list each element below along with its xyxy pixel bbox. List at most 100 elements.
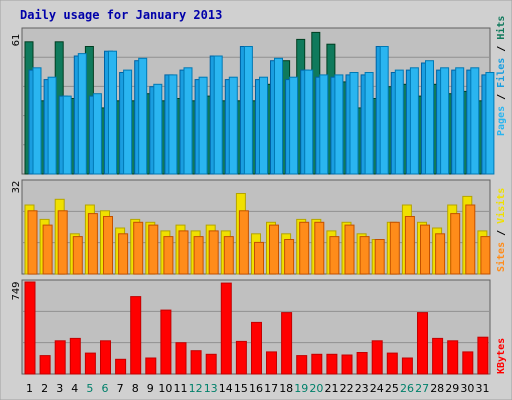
day-label: 29 [445,382,459,395]
kbytes-bar [417,312,428,375]
panel-3-ymax-label: 749 [11,281,22,300]
pages-bar [198,76,208,175]
panel-2-bars [24,193,491,275]
sites-bar [223,236,234,275]
pages-bar [304,69,314,175]
pages-bar [32,67,42,175]
sites-bar [404,216,415,275]
sites-bar [329,236,340,275]
day-label: 25 [385,382,399,395]
kbytes-bar [24,281,36,375]
kbytes-bar [100,340,111,375]
sites-bar [42,224,53,275]
pages-bar [62,95,72,175]
sites-bar [344,224,355,275]
pages-bar [349,72,359,175]
kbytes-bar [311,353,323,375]
kbytes-bar [281,312,293,375]
sites-bar [299,221,310,275]
sites-bar [480,236,491,275]
day-label: 27 [415,382,429,395]
x-axis-day-labels: 1 2 3 4 5 6 7 8 9 10 11 12 13 14 15 16 17 18 19 20 21 22 23 24 2… [26,382,490,395]
day-label: 23 [355,382,369,395]
day-label: 21 [325,382,339,395]
day-label: 12 [189,382,203,395]
kbytes-bar [54,340,66,375]
pages-bar [394,69,404,175]
kbytes-bar [69,337,81,375]
sites-bar [133,221,144,275]
sites-bar [208,230,219,275]
pages-bar [77,53,87,175]
sites-bar [87,213,98,275]
kbytes-bar [130,296,142,375]
sites-bar [148,224,159,275]
kbytes-bar [235,340,247,375]
sites-bar [314,221,325,275]
kbytes-bar [356,352,368,375]
day-label: 3 [56,382,63,395]
kbytes-bar [251,321,262,375]
pages-bar [259,76,268,175]
day-label: 1 [26,382,33,395]
legend-separator: / [496,224,507,242]
sites-bar [359,236,370,275]
sites-bar [435,233,446,275]
sites-bar [254,241,264,275]
legend-sites: Sites [495,242,507,272]
sites-bar [118,233,129,275]
sites-bar [269,224,279,275]
kbytes-bar [341,354,353,375]
day-label: 20 [309,382,323,395]
pages-bar [108,50,117,175]
pages-bar [92,93,102,175]
panel-2-ymax-label: 32 [11,181,22,194]
day-label: 11 [174,382,188,395]
pages-bar [455,67,465,175]
legend-hits: Hits [495,16,507,40]
day-label: 5 [86,382,93,395]
kbytes-bar [145,357,157,375]
panel-3-bars [24,281,489,375]
panel-1-bars [24,31,495,175]
pages-bar [470,67,480,175]
day-label: 2 [41,382,48,395]
day-label: 14 [219,382,233,395]
kbytes-bar [39,355,51,375]
pages-bar [153,83,163,175]
pages-bar [228,76,238,175]
kbytes-bar [84,352,96,375]
kbytes-bar [296,355,308,375]
sites-bar [420,224,430,275]
kbytes-bar [386,352,398,375]
day-label: 4 [71,382,78,395]
pages-bar [485,72,495,175]
kbytes-bar [160,309,172,375]
day-label: 16 [249,382,263,395]
sites-bar [103,216,113,275]
sites-bar [27,210,38,275]
panel-1-ymax-label: 61 [11,34,22,47]
sites-bar [193,236,204,275]
panel-2-legend: Sites / Visits [495,188,507,272]
day-label: 18 [279,382,293,395]
kbytes-bar [447,340,459,375]
kbytes-bar [190,350,202,375]
pages-bar [123,69,133,175]
day-label: 31 [476,382,490,395]
pages-bar [47,76,57,175]
legend-separator: / [496,40,507,58]
day-label: 15 [234,382,248,395]
day-label: 8 [132,382,139,395]
day-label: 22 [340,382,354,395]
kbytes-bar [371,340,383,375]
legend-visits: Visits [495,188,507,224]
day-label: 28 [430,382,444,395]
panel-1-legend: Pages / Files / Hits [495,16,507,136]
sites-bar [465,204,476,275]
kbytes-bar [115,358,127,375]
sites-bar [284,239,295,275]
legend-separator: / [496,88,507,106]
kbytes-bar [401,357,413,375]
